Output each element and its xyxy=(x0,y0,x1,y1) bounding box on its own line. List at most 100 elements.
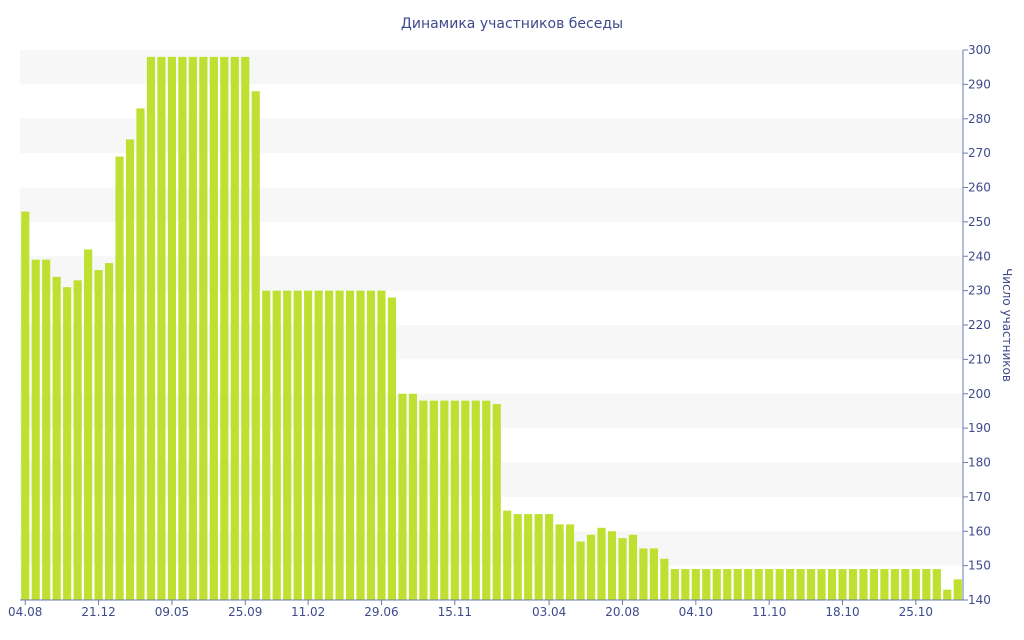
bar xyxy=(262,290,271,600)
y-tick-label: 260 xyxy=(968,181,991,195)
bar xyxy=(241,56,250,600)
bar xyxy=(283,290,292,600)
bar xyxy=(775,569,784,600)
bar xyxy=(859,569,868,600)
bar xyxy=(230,56,239,600)
bar xyxy=(21,211,30,600)
bar xyxy=(618,538,627,600)
y-tick-label: 290 xyxy=(968,77,991,91)
bar xyxy=(94,270,103,600)
bar xyxy=(314,290,323,600)
bar xyxy=(586,534,596,600)
y-tick-label: 160 xyxy=(968,524,991,538)
bar xyxy=(471,400,480,600)
bar xyxy=(199,56,208,600)
bar xyxy=(178,56,187,600)
bar xyxy=(597,527,606,600)
bar xyxy=(534,514,543,600)
bar xyxy=(482,400,491,600)
y-tick-label: 150 xyxy=(968,559,991,573)
grid-band xyxy=(20,531,963,566)
bar xyxy=(890,569,899,600)
y-tick-label: 270 xyxy=(968,146,991,160)
bar xyxy=(639,548,648,600)
bar xyxy=(73,280,82,600)
x-tick-label: 11.10 xyxy=(752,605,786,619)
bar xyxy=(838,569,847,600)
bar xyxy=(660,558,669,600)
bar xyxy=(796,569,805,600)
bar xyxy=(880,569,889,600)
bar xyxy=(576,541,585,600)
bar xyxy=(911,569,920,600)
bar xyxy=(817,569,826,600)
bar xyxy=(104,263,114,600)
x-tick-label: 03.04 xyxy=(532,605,566,619)
bar xyxy=(932,569,941,600)
chart-title: Динамика участников беседы xyxy=(401,16,623,32)
bar xyxy=(461,400,470,600)
grid-band xyxy=(20,462,963,497)
bar xyxy=(84,249,93,600)
bars xyxy=(21,56,962,600)
bar xyxy=(42,259,51,600)
bar xyxy=(555,524,564,600)
bar xyxy=(356,290,365,600)
bar xyxy=(869,569,879,600)
y-tick-label: 210 xyxy=(968,352,991,366)
bar xyxy=(786,569,795,600)
y-tick-label: 280 xyxy=(968,112,991,126)
bar xyxy=(503,510,512,600)
bar xyxy=(607,531,617,600)
bar xyxy=(827,569,837,600)
bar xyxy=(628,534,638,600)
grid-band xyxy=(20,325,963,360)
bar xyxy=(220,56,229,600)
bar xyxy=(765,569,774,600)
y-tick-label: 220 xyxy=(968,318,991,332)
bar xyxy=(325,290,334,600)
grid-band xyxy=(20,50,963,85)
x-tick-label: 09.05 xyxy=(155,605,189,619)
x-tick-label: 29.06 xyxy=(364,605,398,619)
bar xyxy=(691,569,700,600)
bar xyxy=(387,297,397,600)
bar xyxy=(513,514,522,600)
bar xyxy=(31,259,40,600)
bar xyxy=(545,514,554,600)
bar xyxy=(419,400,428,600)
bar xyxy=(377,290,386,600)
bar xyxy=(157,56,166,600)
x-tick-label: 20.08 xyxy=(605,605,639,619)
x-tick-label: 25.10 xyxy=(899,605,933,619)
bar xyxy=(251,91,260,600)
bar xyxy=(806,569,816,600)
bar xyxy=(136,108,145,600)
bar xyxy=(293,290,302,600)
bar xyxy=(712,569,721,600)
bar xyxy=(63,287,72,600)
y-tick-label: 180 xyxy=(968,456,991,470)
y-tick-label: 200 xyxy=(968,387,991,401)
bar xyxy=(733,569,742,600)
x-axis: 04.08 21.12 09.05 25.09 11.02 29.06 15.11 03.04… xyxy=(8,599,963,619)
bar xyxy=(754,569,763,600)
y-tick-label: 140 xyxy=(968,593,991,607)
x-tick-label: 11.02 xyxy=(291,605,325,619)
x-tick-label: 18.10 xyxy=(825,605,859,619)
x-tick-label: 25.09 xyxy=(228,605,262,619)
bar xyxy=(848,569,858,600)
bar xyxy=(953,579,962,600)
y-tick-label: 250 xyxy=(968,215,991,229)
x-tick-label: 15.11 xyxy=(438,605,472,619)
bar xyxy=(345,290,355,600)
bar xyxy=(943,589,952,600)
bar xyxy=(524,514,533,600)
bar xyxy=(440,400,449,600)
grid-band xyxy=(20,118,963,154)
y-axis: 140 150 160 170 180 190 200 210 220 230 240 250 260 2… xyxy=(962,43,991,607)
bar xyxy=(167,56,177,600)
bar xyxy=(744,569,753,600)
bar xyxy=(922,569,931,600)
bar xyxy=(429,400,438,600)
